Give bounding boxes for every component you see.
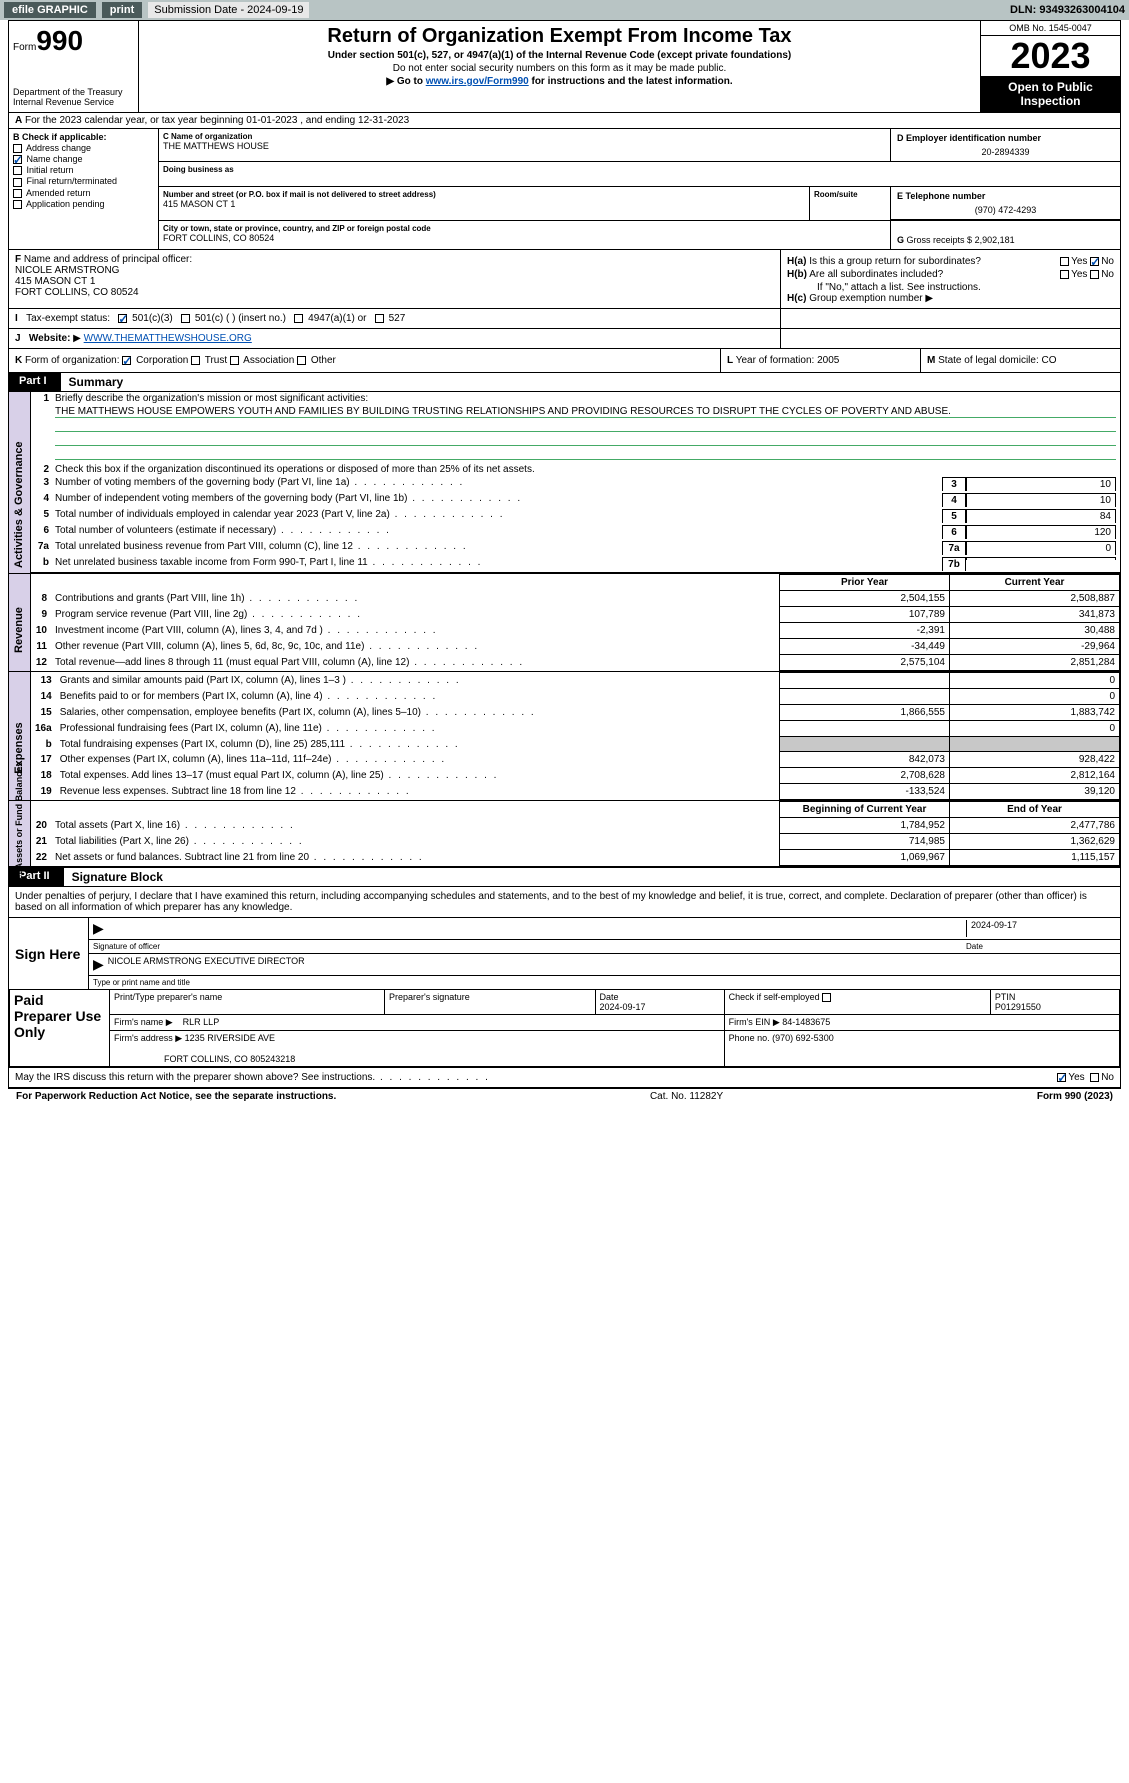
line3-val: 10 <box>966 477 1116 491</box>
form-label: Form <box>13 42 36 53</box>
line6-val: 120 <box>966 525 1116 539</box>
hb-yes[interactable] <box>1060 270 1069 279</box>
box-b: B Check if applicable: Address change Na… <box>9 129 159 249</box>
org-name: THE MATTHEWS HOUSE <box>163 141 269 151</box>
submission-date: Submission Date - 2024-09-19 <box>148 2 309 18</box>
org-assoc[interactable] <box>230 356 239 365</box>
boxb-check-4[interactable] <box>13 189 22 198</box>
form-header: Form990 Department of the Treasury Inter… <box>9 21 1120 113</box>
row-a-period: A For the 2023 calendar year, or tax yea… <box>9 113 1120 129</box>
sign-here-label: Sign Here <box>9 918 89 989</box>
org-trust[interactable] <box>191 356 200 365</box>
phone: (970) 472-4293 <box>897 205 1114 215</box>
dept-treasury: Department of the Treasury Internal Reve… <box>13 87 134 107</box>
ein: 20-2894339 <box>897 147 1114 157</box>
revenue-table: Prior YearCurrent Year 8Contributions an… <box>31 574 1120 671</box>
part2-header: Part II Signature Block <box>9 868 1120 887</box>
line5-val: 84 <box>966 509 1116 523</box>
discuss-yes[interactable] <box>1057 1073 1066 1082</box>
status-527[interactable] <box>375 314 384 323</box>
state-domicile: CO <box>1042 355 1057 366</box>
officer-sig-name: NICOLE ARMSTRONG EXECUTIVE DIRECTOR <box>108 956 305 973</box>
form-number: 990 <box>36 25 83 56</box>
boxb-check-0[interactable] <box>13 144 22 153</box>
firm-ein: 84-1483675 <box>782 1017 830 1027</box>
ha-no[interactable] <box>1090 257 1099 266</box>
self-employed-check[interactable] <box>822 993 831 1002</box>
city: FORT COLLINS, CO 80524 <box>163 233 274 243</box>
hb-no[interactable] <box>1090 270 1099 279</box>
line4-val: 10 <box>966 493 1116 507</box>
form-subtitle-3: ▶ Go to www.irs.gov/Form990 for instruct… <box>143 76 976 87</box>
boxb-check-2[interactable] <box>13 166 22 175</box>
status-501c[interactable] <box>181 314 190 323</box>
part1-header: Part I Summary <box>9 373 1120 392</box>
tax-year: 2023 <box>981 36 1120 76</box>
paid-preparer-table: Paid Preparer Use Only Print/Type prepar… <box>9 989 1120 1067</box>
website-link[interactable]: WWW.THEMATTHEWSHOUSE.ORG <box>84 333 252 344</box>
vtab-revenue: Revenue <box>9 574 31 671</box>
officer-addr1: 415 MASON CT 1 <box>15 276 95 287</box>
sig-date: 2024-09-17 <box>971 920 1017 930</box>
gross-receipts: 2,902,181 <box>975 235 1015 245</box>
street: 415 MASON CT 1 <box>163 199 235 209</box>
officer-name: NICOLE ARMSTRONG <box>15 265 119 276</box>
signature-intro: Under penalties of perjury, I declare th… <box>9 887 1120 917</box>
discuss-row: May the IRS discuss this return with the… <box>9 1067 1120 1087</box>
boxb-check-1[interactable] <box>13 155 22 164</box>
omb-number: OMB No. 1545-0047 <box>981 21 1120 36</box>
form-title: Return of Organization Exempt From Incom… <box>143 25 976 48</box>
netassets-table: Beginning of Current YearEnd of Year 20T… <box>31 801 1120 866</box>
officer-addr2: FORT COLLINS, CO 80524 <box>15 287 139 298</box>
footer: For Paperwork Reduction Act Notice, see … <box>8 1088 1121 1104</box>
ptin: P01291550 <box>995 1002 1041 1012</box>
firm-phone: (970) 692-5300 <box>772 1033 834 1043</box>
firm-addr1: 1235 RIVERSIDE AVE <box>185 1033 275 1043</box>
org-other[interactable] <box>297 356 306 365</box>
line7b-val <box>966 557 1116 560</box>
expenses-table: 13Grants and similar amounts paid (Part … <box>31 672 1120 800</box>
dln: DLN: 93493263004104 <box>1010 4 1125 16</box>
boxb-check-5[interactable] <box>13 200 22 209</box>
irs-link[interactable]: www.irs.gov/Form990 <box>426 76 529 87</box>
status-501c3[interactable] <box>118 314 127 323</box>
year-formation: 2005 <box>817 355 839 366</box>
ha-yes[interactable] <box>1060 257 1069 266</box>
status-4947[interactable] <box>294 314 303 323</box>
paid-preparer-label: Paid Preparer Use Only <box>10 990 110 1067</box>
form-container: Form990 Department of the Treasury Inter… <box>8 20 1121 1088</box>
open-inspection: Open to Public Inspection <box>981 76 1120 112</box>
vtab-governance: Activities & Governance <box>9 392 31 573</box>
firm-addr2: FORT COLLINS, CO 805243218 <box>164 1054 295 1064</box>
discuss-no[interactable] <box>1090 1073 1099 1082</box>
top-toolbar: efile GRAPHIC print Submission Date - 20… <box>0 0 1129 20</box>
firm-name: RLR LLP <box>183 1017 220 1027</box>
org-corp[interactable] <box>122 356 131 365</box>
boxb-check-3[interactable] <box>13 178 22 187</box>
form-subtitle-2: Do not enter social security numbers on … <box>143 63 976 74</box>
print-button[interactable]: print <box>102 2 142 18</box>
vtab-netassets: Net Assets or Fund Balances <box>9 801 31 866</box>
mission-text: THE MATTHEWS HOUSE EMPOWERS YOUTH AND FA… <box>55 406 1116 418</box>
line7a-val: 0 <box>966 541 1116 555</box>
efile-button[interactable]: efile GRAPHIC <box>4 2 96 18</box>
form-subtitle-1: Under section 501(c), 527, or 4947(a)(1)… <box>143 50 976 61</box>
